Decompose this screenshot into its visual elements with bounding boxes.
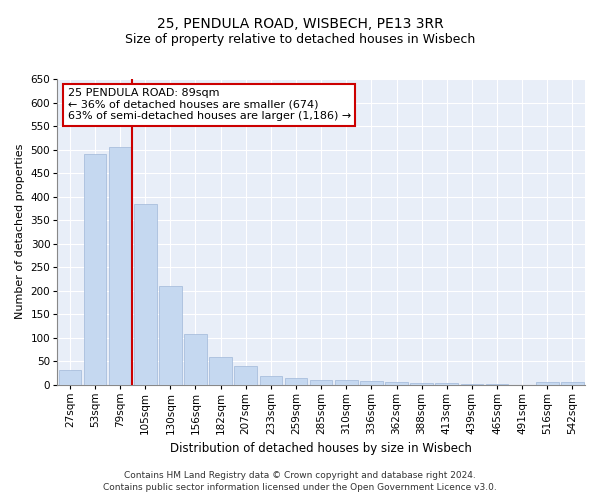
Bar [385, 382, 408, 384]
Bar [109, 147, 131, 384]
Bar [310, 380, 332, 384]
Bar [436, 383, 458, 384]
Text: 25, PENDULA ROAD, WISBECH, PE13 3RR: 25, PENDULA ROAD, WISBECH, PE13 3RR [157, 18, 443, 32]
Bar [134, 204, 157, 384]
Bar [284, 378, 307, 384]
Bar [335, 380, 358, 384]
Bar [209, 358, 232, 384]
Bar [410, 383, 433, 384]
Bar [536, 382, 559, 384]
Bar [159, 286, 182, 384]
Bar [83, 154, 106, 384]
Text: Size of property relative to detached houses in Wisbech: Size of property relative to detached ho… [125, 32, 475, 46]
Y-axis label: Number of detached properties: Number of detached properties [15, 144, 25, 320]
Bar [360, 382, 383, 384]
Text: Contains HM Land Registry data © Crown copyright and database right 2024.
Contai: Contains HM Land Registry data © Crown c… [103, 471, 497, 492]
Bar [235, 366, 257, 384]
Bar [561, 382, 584, 384]
Bar [184, 334, 207, 384]
Bar [260, 376, 282, 384]
Text: 25 PENDULA ROAD: 89sqm
← 36% of detached houses are smaller (674)
63% of semi-de: 25 PENDULA ROAD: 89sqm ← 36% of detached… [68, 88, 351, 122]
Bar [59, 370, 81, 384]
X-axis label: Distribution of detached houses by size in Wisbech: Distribution of detached houses by size … [170, 442, 472, 455]
